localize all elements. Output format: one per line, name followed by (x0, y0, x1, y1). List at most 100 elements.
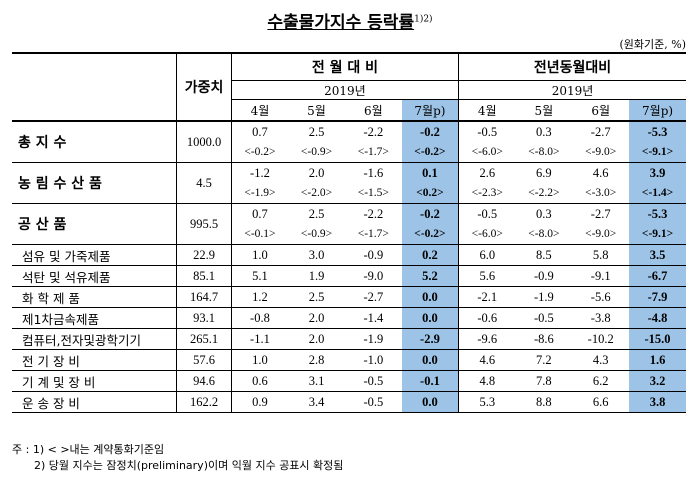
value-cell: 7.2 (536, 352, 552, 367)
value-cell: -5.6 (590, 289, 611, 304)
contract-currency-cell: <0.2> (401, 183, 459, 204)
value-cell: 2.5 (308, 206, 325, 221)
value-cell: 4.8 (458, 370, 516, 392)
contract-currency-cell: <-9.1> (629, 142, 686, 163)
value-cell: 4.6 (458, 349, 516, 371)
contract-currency-cell: <-2.2> (528, 187, 560, 199)
contract-currency-cell: <-1.7> (357, 228, 389, 240)
value-cell: -0.8 (250, 310, 270, 325)
value-cell: -1.1 (250, 331, 270, 346)
value-cell: -8.6 (533, 331, 554, 346)
value-cell: 5.8 (592, 247, 609, 262)
value-cell: -0.5 (363, 373, 384, 388)
value-cell: -2.2 (363, 124, 384, 139)
header-month: 5월 (307, 103, 326, 118)
contract-currency-cell: <-2.3> (458, 183, 516, 204)
title-text: 수출물가지수 등락률 (267, 13, 415, 33)
value-cell: 2.6 (458, 162, 516, 183)
footnotes: 주 : 1) < >내는 계약통화기준임 2) 당월 지수는 잠정치(preli… (12, 442, 343, 474)
contract-currency-cell: <-1.4> (629, 183, 686, 204)
row-label: 운 송 장 비 (22, 395, 80, 411)
page-title: 수출물가지수 등락률1)2) (0, 8, 700, 33)
header-mom: 전 월 대 비 (231, 53, 459, 81)
value-cell: 2.0 (308, 165, 325, 180)
value-cell: 2.8 (308, 352, 325, 367)
value-cell: -5.3 (629, 121, 686, 142)
row-label: 공 산 품 (18, 217, 67, 233)
weight-cell: 1000.0 (176, 121, 232, 163)
value-cell: -0.2 (401, 121, 459, 142)
value-cell: -0.9 (363, 247, 384, 262)
value-cell: 1.9 (308, 268, 325, 283)
row-label: 섬유 및 가죽제품 (22, 248, 111, 264)
weight-cell: 57.6 (176, 349, 232, 371)
value-cell: 5.2 (401, 265, 459, 287)
value-cell: 3.9 (629, 162, 686, 183)
row-label: 전 기 장 비 (22, 353, 80, 369)
value-cell: 3.0 (308, 247, 325, 262)
unit-label: (원화기준, %) (619, 38, 686, 51)
value-cell: -2.7 (590, 124, 611, 139)
contract-currency-cell: <-8.0> (528, 146, 560, 158)
value-cell: -0.5 (458, 121, 516, 142)
value-cell: 8.5 (536, 247, 552, 262)
value-cell: 6.9 (536, 165, 552, 180)
value-cell: -2.2 (363, 206, 384, 221)
value-cell: 0.6 (252, 373, 268, 388)
header-month: 6월 (591, 103, 611, 118)
contract-currency-cell: <-0.1> (244, 228, 276, 240)
contract-currency-cell: <-0.2> (401, 142, 459, 163)
row-label: 총 지 수 (18, 135, 67, 151)
row-label: 제1차금속제품 (22, 311, 99, 327)
row-label: 기 계 및 장 비 (22, 374, 96, 390)
value-cell: 3.1 (308, 373, 325, 388)
value-cell: 6.6 (592, 394, 609, 409)
contract-currency-cell: <-0.9> (300, 228, 333, 240)
value-cell: -9.1 (590, 268, 611, 283)
contract-currency-cell: <-0.9> (300, 146, 333, 158)
value-cell: -2.7 (590, 206, 611, 221)
header-month: 6월 (363, 103, 383, 118)
value-cell: -4.8 (629, 307, 686, 329)
value-cell: 0.0 (401, 391, 459, 413)
value-cell: 3.2 (629, 370, 686, 392)
header-month: 4월 (250, 103, 270, 118)
header-month-current: 7월p) (629, 99, 686, 121)
contract-currency-cell: <-3.0> (585, 187, 617, 199)
value-cell: 0.7 (252, 206, 268, 221)
title-footnote-mark: 1)2) (414, 14, 433, 25)
weight-cell: 162.2 (176, 391, 232, 413)
value-cell: 0.3 (536, 206, 552, 221)
contract-currency-cell: <-1.5> (357, 187, 389, 199)
value-cell: -0.1 (401, 370, 459, 392)
contract-currency-cell: <-8.0> (528, 228, 560, 240)
value-cell: 3.8 (629, 391, 686, 413)
value-cell: -0.5 (363, 394, 384, 409)
contract-currency-cell: <-1.7> (357, 146, 389, 158)
value-cell: 2.5 (308, 289, 325, 304)
value-cell: -9.6 (458, 328, 516, 350)
weight-cell: 265.1 (176, 328, 232, 350)
value-cell: 6.2 (592, 373, 609, 388)
value-cell: -2.9 (401, 328, 459, 350)
value-cell: -0.9 (533, 268, 554, 283)
value-cell: -0.5 (533, 310, 554, 325)
value-cell: -9.0 (363, 268, 384, 283)
footnote-1: 주 : 1) < >내는 계약통화기준임 (12, 443, 165, 456)
value-cell: 0.9 (252, 394, 268, 409)
weight-cell: 995.5 (176, 203, 232, 245)
contract-currency-cell: <-0.2> (401, 224, 459, 245)
value-cell: 0.0 (401, 286, 459, 308)
header-month-current: 7월p) (401, 99, 459, 121)
value-cell: 5.3 (458, 391, 516, 413)
value-cell: -0.6 (458, 307, 516, 329)
value-cell: -15.0 (629, 328, 686, 350)
value-cell: 3.4 (308, 394, 325, 409)
value-cell: 0.0 (401, 307, 459, 329)
value-cell: -5.3 (629, 203, 686, 224)
value-cell: -2.1 (458, 286, 516, 308)
value-cell: -7.9 (629, 286, 686, 308)
header-year-mom: 2019년 (231, 80, 459, 100)
row-label: 농 림 수 산 품 (18, 176, 102, 192)
price-index-table: 가중치 전 월 대 비 전년동월대비 2019년 2019년 4월 5월 6월 … (12, 52, 686, 413)
